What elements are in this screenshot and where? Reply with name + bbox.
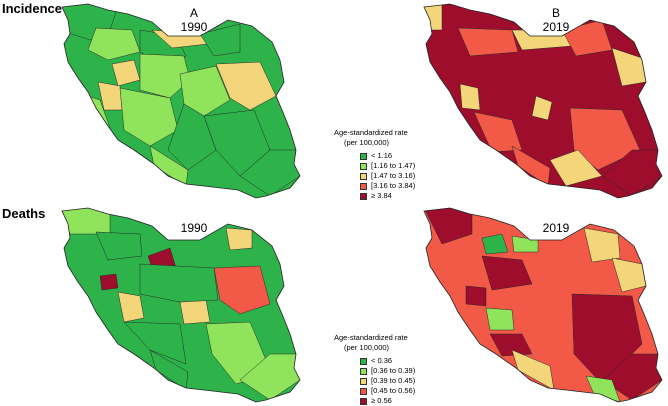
panel-a-letter: A — [189, 6, 198, 20]
legend-incidence-item: ≥ 3.84 — [360, 191, 415, 201]
map-deaths-2019 — [423, 207, 663, 403]
legend-incidence-title-line1: Age-standardized rate — [334, 128, 408, 137]
legend-swatch — [360, 357, 367, 365]
legend-item-label: [1.16 to 1.47) — [371, 161, 416, 170]
legend-deaths-item: < 0.36 — [360, 356, 415, 366]
legend-swatch — [360, 152, 367, 160]
legend-item-label: ≥ 3.84 — [371, 191, 392, 200]
legend-deaths-item: [0.39 to 0.45) — [360, 376, 415, 386]
panel-d-year: 2019 — [542, 221, 570, 235]
legend-deaths-item: [0.45 to 0.56) — [360, 386, 415, 396]
panel-b-year: 2019 — [542, 20, 570, 34]
legend-swatch — [360, 172, 367, 180]
legend-incidence-title-line2: (per 100,000) — [344, 138, 390, 147]
legend-deaths: Age-standardized rate (per 100,000) < 0.… — [334, 333, 415, 406]
legend-item-label: [0.45 to 0.56) — [371, 386, 416, 395]
legend-incidence-item: [1.47 to 3.16) — [360, 171, 415, 181]
legend-item-label: < 1.16 — [371, 151, 393, 160]
legend-swatch — [360, 182, 367, 190]
legend-incidence-item: [1.16 to 1.47) — [360, 161, 415, 171]
map-incidence-1990 — [61, 3, 301, 199]
legend-swatch — [360, 377, 367, 385]
panel-b-letter: B — [551, 6, 560, 20]
deaths-row-title: Deaths — [2, 206, 46, 221]
legend-swatch — [360, 162, 367, 170]
legend-item-label: [3.16 to 3.84) — [371, 181, 416, 190]
legend-item-label: [1.47 to 3.16) — [371, 171, 416, 180]
panel-a-year: 1990 — [180, 20, 208, 34]
legend-deaths-item: [0.36 to 0.39) — [360, 366, 415, 376]
legend-incidence-item: [3.16 to 3.84) — [360, 181, 415, 191]
incidence-row-title: Incidence — [2, 1, 62, 16]
legend-item-label: < 0.36 — [371, 356, 393, 365]
legend-swatch — [360, 397, 367, 405]
legend-swatch — [360, 367, 367, 375]
legend-incidence: Age-standardized rate (per 100,000) < 1.… — [334, 128, 415, 201]
map-deaths-1990 — [61, 207, 301, 403]
legend-item-label: ≥ 0.56 — [371, 396, 392, 405]
legend-swatch — [360, 387, 367, 395]
legend-swatch — [360, 192, 367, 200]
legend-deaths-title-line2: (per 100,000) — [344, 343, 390, 352]
legend-incidence-item: < 1.16 — [360, 151, 415, 161]
legend-item-label: [0.39 to 0.45) — [371, 376, 416, 385]
panel-c-year: 1990 — [180, 221, 208, 235]
legend-deaths-item: ≥ 0.56 — [360, 396, 415, 406]
map-incidence-2019 — [423, 3, 663, 199]
legend-deaths-title-line1: Age-standardized rate — [334, 333, 408, 342]
legend-item-label: [0.36 to 0.39) — [371, 366, 416, 375]
